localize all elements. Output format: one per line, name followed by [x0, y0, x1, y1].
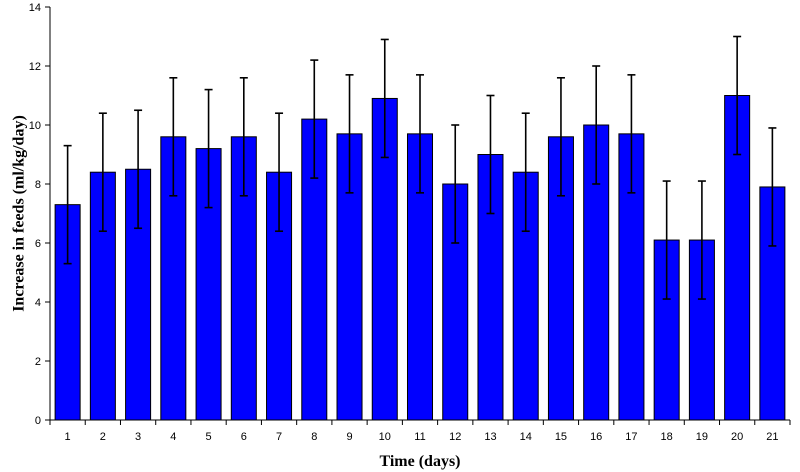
x-tick-label: 1 [65, 431, 71, 443]
x-tick-label: 8 [311, 431, 317, 443]
y-tick-label: 2 [35, 356, 41, 368]
x-tick-label: 21 [766, 431, 778, 443]
x-tick-label: 17 [625, 431, 637, 443]
y-tick-label: 6 [35, 238, 41, 250]
x-tick-label: 11 [414, 431, 425, 443]
x-tick-label: 2 [100, 431, 106, 443]
x-tick-label: 20 [731, 431, 743, 443]
y-tick-label: 10 [29, 120, 41, 132]
x-tick-label: 5 [206, 431, 212, 443]
x-tick-label: 9 [346, 431, 352, 443]
x-tick-label: 13 [484, 431, 496, 443]
y-tick-label: 0 [35, 415, 41, 427]
bar [688, 239, 715, 421]
x-tick-label: 10 [379, 431, 391, 443]
x-tick-label: 3 [135, 431, 141, 443]
x-ticks: 1 2 3 4 5 6 7 8 9 10 11 12 13 14 15 16 17 18 19 20 21 [49, 420, 791, 443]
x-tick-label: 18 [661, 431, 673, 443]
x-tick-label: 6 [241, 431, 247, 443]
y-tick-label: 4 [35, 297, 41, 309]
y-tick-label: 14 [29, 2, 41, 14]
y-tick-label: 8 [35, 179, 41, 191]
y-ticks: 0 2 4 6 8 10 12 14 [29, 2, 50, 427]
x-tick-label: 14 [520, 431, 532, 443]
error-bars [63, 35, 777, 300]
x-tick-label: 15 [555, 431, 567, 443]
x-tick-label: 4 [170, 431, 176, 443]
x-tick-label: 19 [696, 431, 708, 443]
x-tick-label: 16 [590, 431, 602, 443]
y-axis-title: Increase in feeds (ml/kg/day) [11, 115, 28, 312]
x-tick-label: 7 [276, 431, 282, 443]
x-tick-label: 12 [449, 431, 461, 443]
y-tick-label: 12 [29, 61, 41, 73]
x-axis-title: Time (days) [379, 453, 460, 470]
